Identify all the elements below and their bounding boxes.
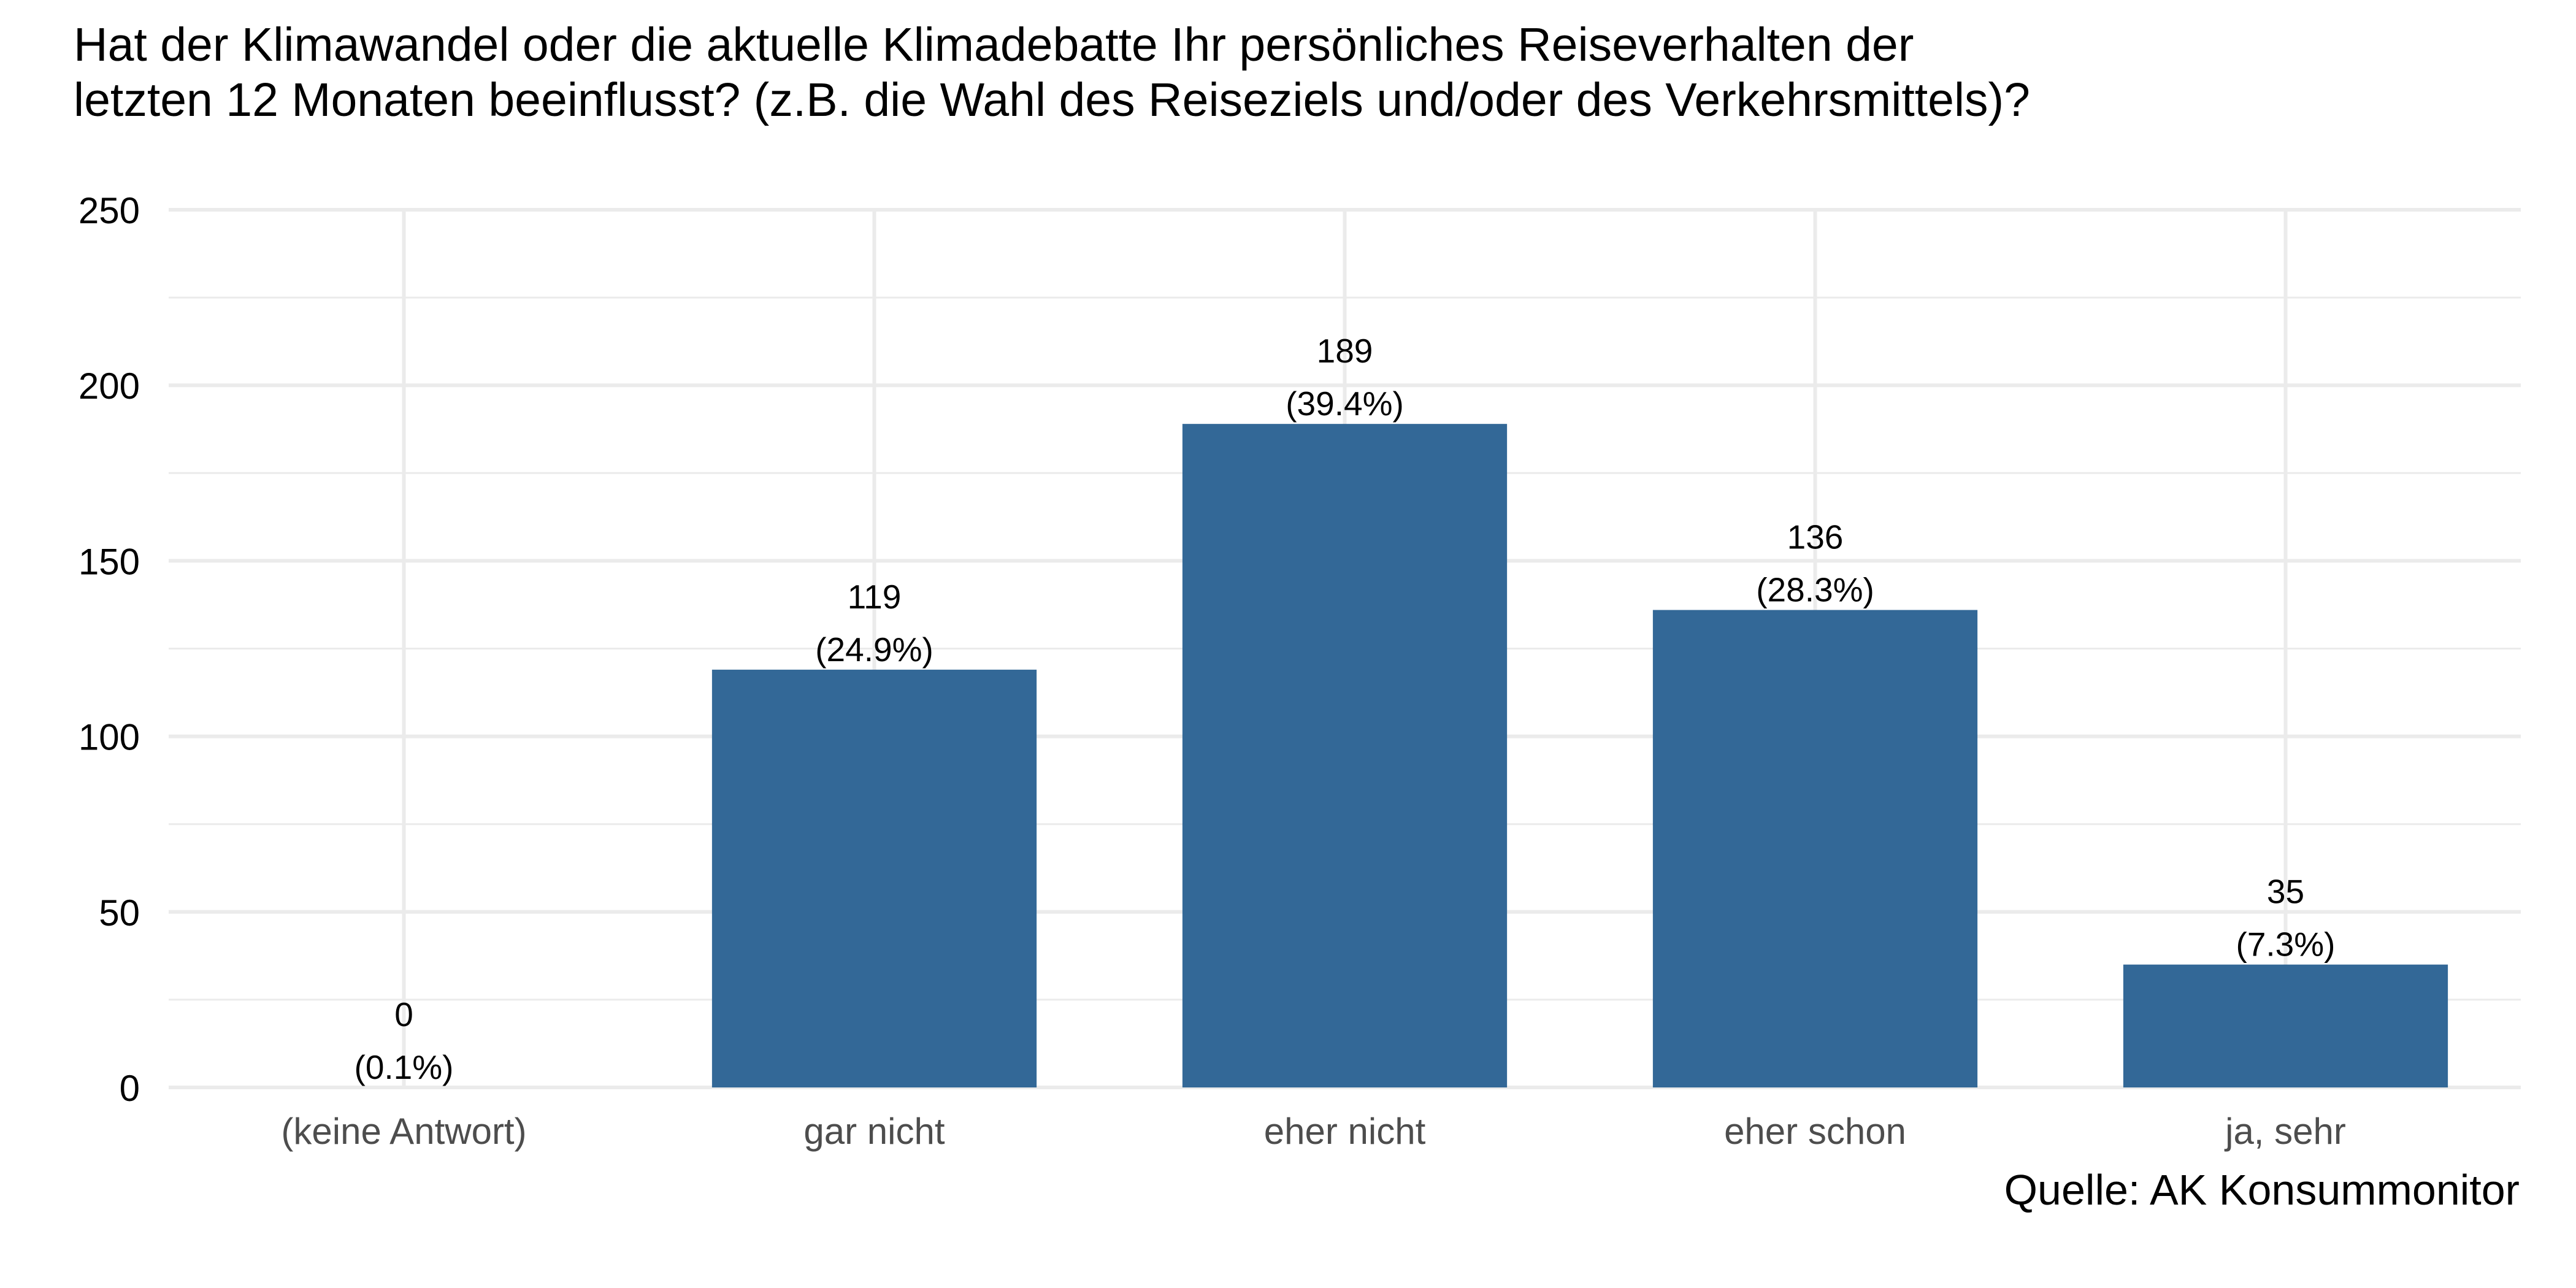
y-tick-label: 200 [79, 366, 140, 407]
value-label: 0 [394, 995, 413, 1033]
y-tick-label: 150 [79, 541, 140, 582]
y-tick-label: 100 [79, 717, 140, 758]
value-label: 35 [2267, 873, 2304, 911]
y-tick-label: 250 [79, 190, 140, 231]
bar-3 [1652, 610, 1978, 1087]
bar-2 [1182, 424, 1508, 1087]
x-tick-label: eher schon [1724, 1111, 1906, 1152]
x-tick-label: ja, sehr [2224, 1111, 2346, 1152]
value-label: 136 [1787, 518, 1844, 556]
chart-title-line-2: letzten 12 Monaten beeinflusst? (z.B. di… [74, 74, 2031, 126]
percent-label: (0.1%) [355, 1048, 454, 1086]
bar-1 [711, 669, 1037, 1087]
percent-label: (39.4%) [1286, 385, 1404, 423]
value-label: 189 [1317, 332, 1373, 370]
x-tick-label: (keine Antwort) [281, 1111, 526, 1152]
y-tick-label: 50 [99, 892, 140, 933]
percent-label: (28.3%) [1756, 571, 1874, 609]
y-tick-label: 0 [120, 1068, 140, 1109]
value-label: 119 [848, 578, 902, 616]
x-tick-label: eher nicht [1264, 1111, 1426, 1152]
percent-label: (24.9%) [815, 631, 933, 669]
x-tick-label: gar nicht [803, 1111, 945, 1152]
bar-4 [2123, 964, 2448, 1087]
chart-title-line-1: Hat der Klimawandel oder die aktuelle Kl… [74, 18, 1914, 71]
percent-label: (7.3%) [2236, 926, 2336, 964]
chart-title: Hat der Klimawandel oder die aktuelle Kl… [74, 17, 2466, 128]
source-caption: Quelle: AK Konsummonitor [2004, 1166, 2520, 1214]
